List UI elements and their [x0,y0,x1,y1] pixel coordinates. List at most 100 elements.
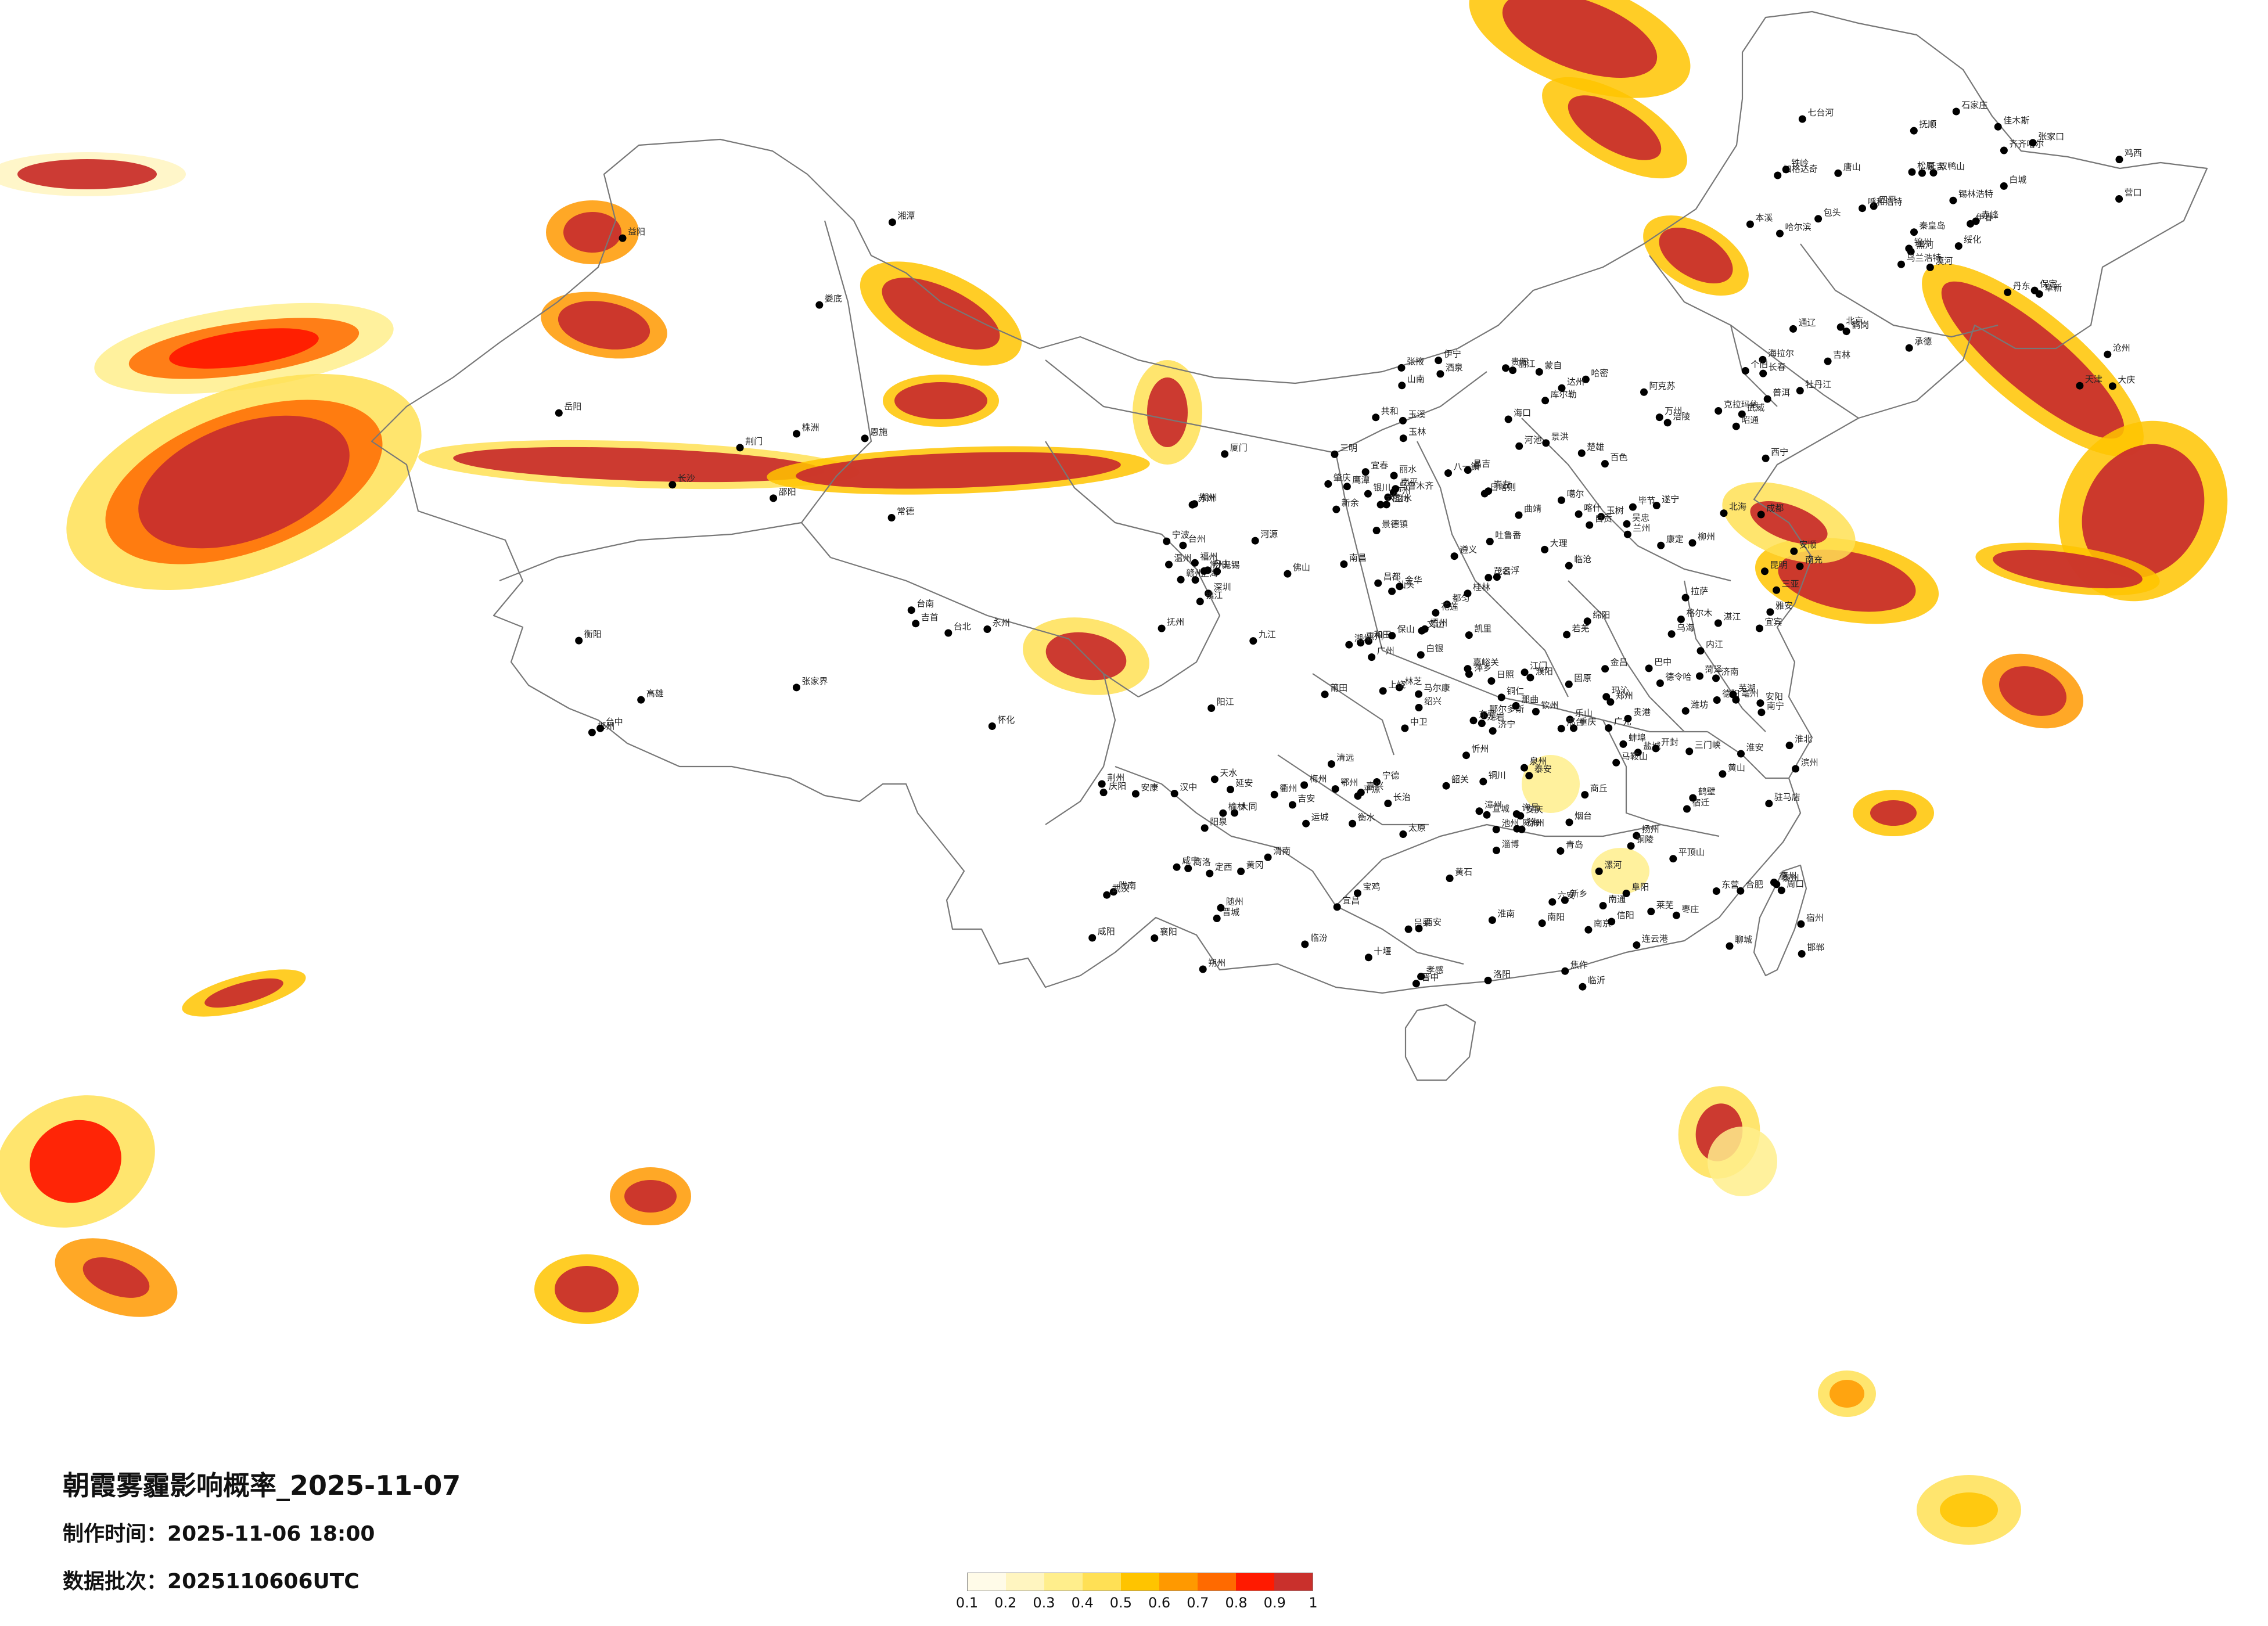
city-marker [2004,288,2012,296]
probability-blob [453,447,825,483]
city-marker [1504,415,1512,423]
city-marker [1777,886,1785,894]
city-marker [1221,450,1229,458]
city-marker [1897,260,1905,268]
city-label: 南宁 [1767,701,1784,711]
city-marker [1599,902,1607,910]
probability-blob [30,1120,121,1203]
city-label: 新乡 [1570,888,1587,899]
city-marker [1415,690,1423,698]
city-label: 九江 [1259,629,1276,640]
city-marker [1213,567,1221,575]
city-marker [1737,750,1745,758]
city-label: 黄冈 [1246,860,1264,870]
city-label: 肇庆 [1334,472,1351,483]
city-marker [1741,367,1749,375]
border-hebei-shandong [1521,418,1731,582]
city-label: 海拉尔 [1768,348,1794,358]
city-label: 银川 [1373,482,1390,492]
probability-blob [1147,377,1188,447]
city-label: 金华 [1405,575,1422,585]
city-marker [1191,576,1199,584]
city-label: 信阳 [1617,910,1634,920]
city-marker [1357,639,1365,647]
city-marker [1759,355,1767,364]
city-label: 乐山 [1575,708,1593,718]
city-marker [1399,434,1407,443]
city-marker [793,430,800,438]
city-marker [1737,887,1745,895]
city-marker [1602,693,1611,701]
city-label: 张家口 [2038,131,2064,142]
border-guangxi [1335,905,1464,965]
city-label: 泰州 [1782,873,1799,883]
city-label: 温州 [1174,553,1192,563]
city-marker [1365,637,1372,645]
city-label: 鹰潭 [1352,475,1370,485]
city-label: 丽江 [1518,359,1536,369]
city-label: 桂林 [1473,582,1490,592]
city-label: 漳州 [1485,800,1502,810]
city-marker [1415,704,1423,711]
city-marker [1170,790,1178,797]
city-label: 淮安 [1746,742,1764,753]
city-label: 莆田 [1330,683,1347,693]
city-label: 济南 [1721,667,1739,677]
city-marker [1103,891,1111,899]
city-label: 共和 [1381,406,1399,416]
city-label: 惠州 [1366,631,1383,642]
city-marker [1373,778,1381,786]
city-label: 淮北 [1795,734,1812,744]
city-label: 抚州 [1167,617,1184,627]
city-label: 高雄 [646,688,664,699]
city-marker [1929,169,1938,177]
city-marker [1634,749,1642,757]
city-label: 绥化 [1964,235,1981,245]
border-qinghai-sichuan [1045,441,1221,697]
city-marker [1444,469,1452,477]
city-label: 保定 [2040,279,2057,289]
city-marker [1796,387,1804,395]
city-label: 赤峰 [1981,210,1999,220]
city-label: 喀什 [1584,502,1601,513]
city-label: 扬州 [1642,824,1659,834]
city-marker [988,722,996,730]
city-label: 贵港 [1633,707,1651,717]
city-label: 定西 [1215,862,1232,872]
city-label: 赣州 [1186,568,1203,578]
city-label: 铜仁 [1507,686,1524,696]
city-label: 郑州 [1616,690,1633,701]
border-tibet-east [1045,673,1116,825]
city-label: 青岛 [1566,839,1583,850]
city-marker [1210,775,1219,783]
city-marker [1443,600,1451,609]
city-marker [1327,760,1335,768]
city-marker [1757,708,1766,717]
city-label: 石家庄 [1961,100,1987,110]
city-marker [1446,875,1454,882]
city-label: 日喀则 [1490,482,1516,492]
city-label: 花莲 [1441,601,1458,611]
city-marker [1401,724,1409,732]
city-marker [1469,717,1478,725]
city-label: 钦州 [1541,700,1558,710]
city-marker [1515,511,1523,519]
legend-tick-label: 0.4 [1071,1595,1094,1611]
border-northeast [1730,243,1999,419]
city-label: 芜湖 [1738,683,1756,693]
city-label: 蚌埠 [1629,732,1646,743]
city-label: 湖州 [1354,633,1372,643]
city-label: 延安 [1236,778,1253,789]
city-marker [1842,328,1850,336]
city-label: 达州 [1567,376,1584,387]
city-marker [1763,395,1771,403]
city-label: 德令哈 [1665,672,1691,682]
city-marker [1657,541,1665,549]
legend-tick-label: 1 [1309,1595,1318,1611]
city-label: 娄底 [825,293,842,304]
city-marker [1509,366,1517,375]
city-marker [1584,926,1593,934]
city-marker [1324,480,1332,488]
city-marker [1623,530,1631,538]
probability-blob [894,382,987,419]
